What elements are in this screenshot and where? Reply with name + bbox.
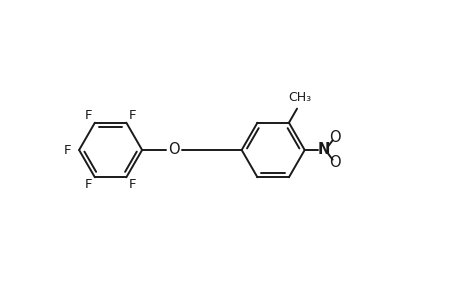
Text: F: F — [85, 178, 92, 191]
Text: CH₃: CH₃ — [287, 91, 310, 103]
Text: F: F — [85, 109, 92, 122]
Text: O: O — [329, 130, 340, 145]
Text: F: F — [129, 109, 136, 122]
Text: F: F — [129, 178, 136, 191]
Text: O: O — [329, 155, 340, 170]
Text: N: N — [317, 142, 330, 158]
Text: O: O — [168, 142, 179, 158]
Text: F: F — [64, 143, 72, 157]
